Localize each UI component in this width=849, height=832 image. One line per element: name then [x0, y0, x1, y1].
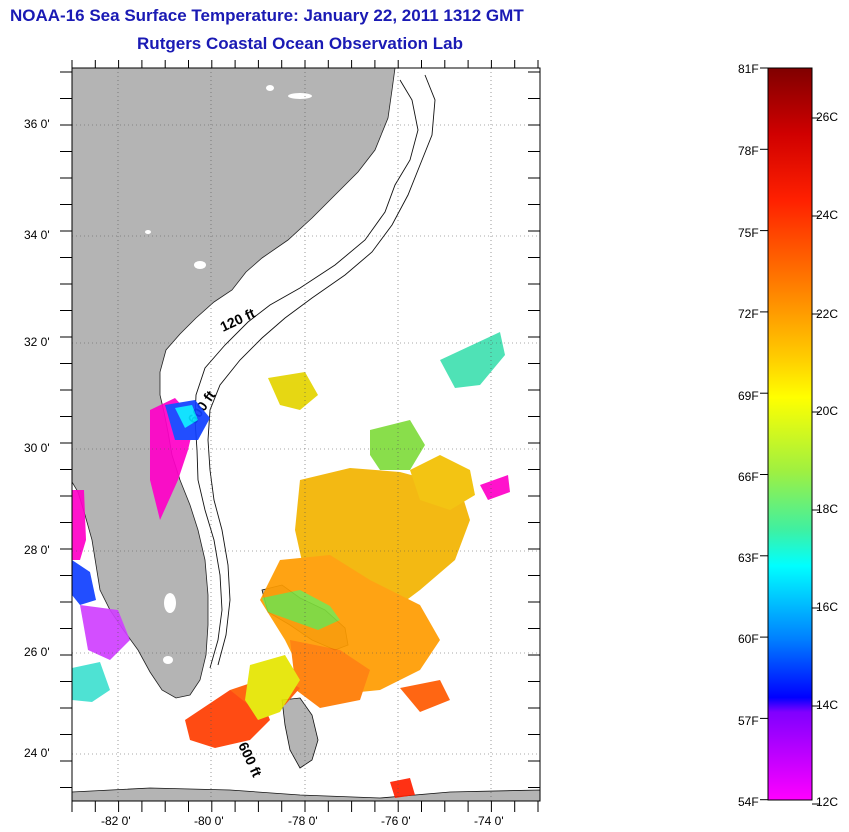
lake [164, 593, 176, 613]
colorbar-c-label: 18C [816, 502, 839, 516]
sst-patch [80, 605, 130, 660]
lake [194, 261, 206, 269]
colorbar-c-label: 24C [816, 208, 839, 222]
lon-tick-label: -74 0' [474, 814, 504, 828]
sst-patch [370, 420, 425, 470]
sst-patch [290, 640, 370, 708]
lon-tick-label: -78 0' [288, 814, 318, 828]
lat-tick-label: 30 0' [24, 441, 50, 455]
colorbar-c-label: 20C [816, 404, 839, 418]
sst-patch [390, 778, 415, 798]
land-bahamas-2 [281, 697, 319, 769]
colorbar-f-label: 63F [738, 551, 759, 565]
sst-patch [400, 680, 450, 712]
colorbar-f-label: 54F [738, 795, 759, 809]
lat-tick-label: 32 0' [24, 335, 50, 349]
colorbar-c-label: 14C [816, 698, 839, 712]
colorbar-ticks [760, 67, 820, 805]
colorbar-f-label: 75F [738, 226, 759, 240]
sst-patch [72, 560, 96, 605]
map-title: NOAA-16 Sea Surface Temperature: January… [10, 6, 524, 25]
lake [145, 230, 151, 234]
colorbar-c-label: 16C [816, 600, 839, 614]
sst-patch [440, 332, 505, 388]
colorbar-f-label: 57F [738, 714, 759, 728]
colorbar-c-label: 26C [816, 110, 839, 124]
colorbar-f-label: 78F [738, 144, 759, 158]
colorbar-f-label: 81F [738, 62, 759, 76]
sst-patch [72, 490, 86, 560]
sst-patch [175, 405, 198, 428]
sst-patch [72, 662, 110, 702]
map-subtitle: Rutgers Coastal Ocean Observation Lab [137, 34, 463, 53]
lon-tick-label: -80 0' [194, 814, 224, 828]
sst-patch [262, 590, 340, 630]
colorbar-gradient [767, 67, 813, 801]
colorbar-f-label: 69F [738, 389, 759, 403]
sst-patches [72, 332, 510, 798]
sst-patch [480, 475, 510, 500]
colorbar-f-label: 66F [738, 470, 759, 484]
colorbar-c-label: 12C [816, 795, 839, 809]
map-frame [71, 67, 541, 802]
sst-patch [245, 655, 300, 720]
sst-map: 120 ft 600 ft 600 ft [60, 60, 541, 812]
lat-tick-label: 24 0' [24, 746, 50, 760]
sst-patch [268, 372, 318, 410]
lat-tick-label: 34 0' [24, 228, 50, 242]
sst-patch [410, 455, 475, 510]
lat-tick-label: 28 0' [24, 543, 50, 557]
colorbar-c-label: 22C [816, 307, 839, 321]
lat-tick-label: 36 0' [24, 117, 50, 131]
axis-ticks [60, 60, 540, 812]
colorbar-f-label: 72F [738, 307, 759, 321]
lake [266, 85, 274, 91]
contour-120ft [194, 79, 419, 669]
colorbar-f-label: 60F [738, 632, 759, 646]
lake [288, 93, 312, 99]
contour-600ft [207, 74, 436, 666]
lon-tick-label: -82 0' [101, 814, 131, 828]
lon-tick-label: -76 0' [381, 814, 411, 828]
lake [163, 656, 173, 664]
lat-tick-label: 26 0' [24, 645, 50, 659]
